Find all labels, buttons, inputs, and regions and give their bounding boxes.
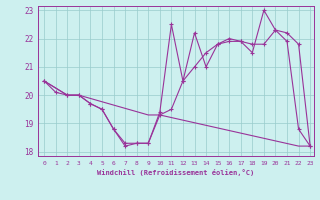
X-axis label: Windchill (Refroidissement éolien,°C): Windchill (Refroidissement éolien,°C) xyxy=(97,169,255,176)
